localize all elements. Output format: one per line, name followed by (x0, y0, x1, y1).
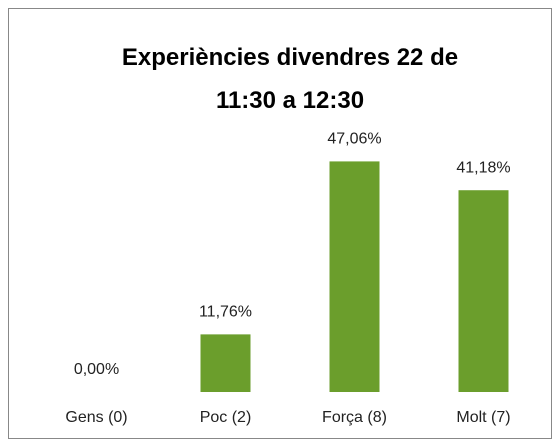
x-tick-label: Poc (2) (200, 409, 252, 426)
x-tick-label: Força (8) (322, 409, 387, 426)
bar (329, 161, 380, 392)
data-label: 11,76% (199, 304, 252, 321)
data-label: 0,00% (74, 361, 119, 378)
chart-title: Experiències divendres 22 de 11:30 a 12:… (121, 44, 459, 114)
x-tick-label: Gens (0) (65, 409, 127, 426)
bar (200, 334, 251, 392)
x-tick-label: Molt (7) (456, 409, 510, 426)
bar (458, 190, 509, 392)
data-label: 47,06% (327, 131, 381, 148)
data-label: 41,18% (456, 159, 510, 176)
